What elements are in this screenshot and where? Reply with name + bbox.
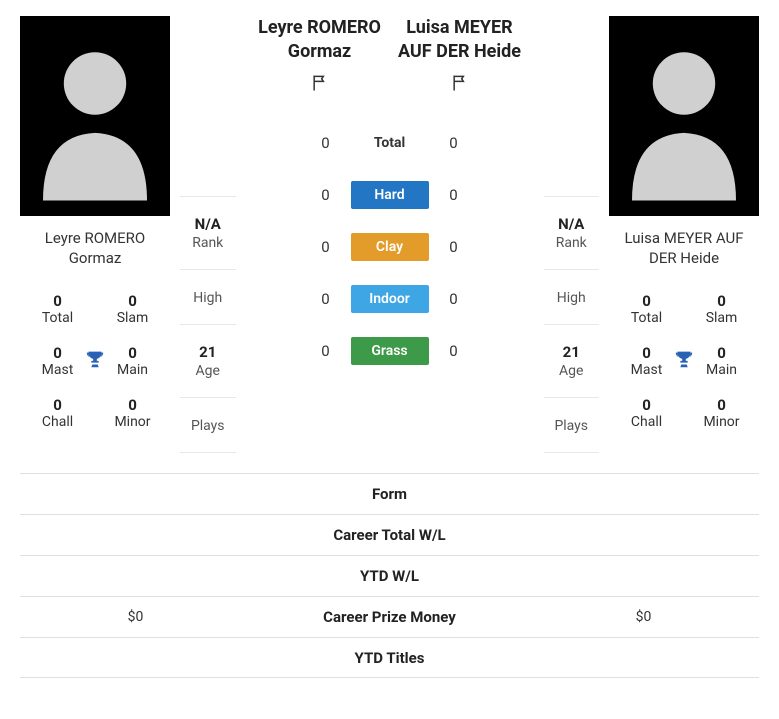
surface-score-right: 0	[447, 342, 461, 360]
surface-pill: Grass	[351, 337, 429, 365]
info-high: High	[544, 269, 600, 324]
comparison-row: $0Career Prize Money$0	[20, 596, 759, 637]
comparison-label: Career Total W/L	[251, 526, 528, 544]
surface-pill: Indoor	[351, 285, 429, 313]
comparison-right-value: $0	[528, 609, 759, 625]
comparison-row: Career Total W/L	[20, 514, 759, 555]
surface-score-right: 0	[447, 134, 461, 152]
info-high: High	[180, 269, 236, 324]
surface-score-right: 0	[447, 238, 461, 256]
comparison-row: Form	[20, 473, 759, 514]
info-age: 21 Age	[180, 324, 236, 397]
info-rank: N/A Rank	[544, 196, 600, 269]
flag-icon	[450, 73, 470, 97]
info-plays: Plays	[544, 397, 600, 453]
info-plays: Plays	[180, 397, 236, 453]
comparison-left-value: $0	[20, 609, 251, 625]
surface-pill: Total	[351, 129, 429, 157]
player1-card: Leyre ROMERO Gormaz 0 Total 0 Slam 0 Mas…	[20, 16, 170, 453]
stat-total: 0 Total	[609, 283, 684, 335]
flag-icon	[310, 73, 330, 97]
comparison-table: Form Career Total W/L YTD W/L $0Career Priz…	[20, 473, 759, 678]
info-age: 21 Age	[544, 324, 600, 397]
stat-minor: 0 Minor	[95, 387, 170, 439]
stat-slam: 0 Slam	[95, 283, 170, 335]
surface-row: 0 Clay 0	[319, 233, 461, 261]
surface-row: 0 Indoor 0	[319, 285, 461, 313]
player2-name-block: Luisa MEYER AUF DER Heide	[390, 16, 530, 97]
player1-name-block: Leyre ROMERO Gormaz	[250, 16, 390, 97]
player1-info: N/A Rank High 21 Age Plays	[180, 196, 236, 453]
surface-row: 0 Hard 0	[319, 181, 461, 209]
stat-chall: 0 Chall	[609, 387, 684, 439]
stat-main: 0 Main	[684, 335, 759, 387]
stat-chall: 0 Chall	[20, 387, 95, 439]
names-row: Leyre ROMERO Gormaz Luisa MEYER AUF DER …	[250, 16, 530, 97]
surface-score-left: 0	[319, 238, 333, 256]
surface-row: 0 Total 0	[319, 129, 461, 157]
surface-list: 0 Total 0 0 Hard 0 0 Clay 0 0 Indoor 0 0 Grass 0	[319, 129, 461, 365]
player2-photo	[609, 16, 759, 216]
player1-card-name: Leyre ROMERO Gormaz	[20, 216, 170, 283]
surface-score-right: 0	[447, 186, 461, 204]
trophy-icon	[673, 348, 695, 374]
player2-card: Luisa MEYER AUF DER Heide 0 Total 0 Slam…	[609, 16, 759, 453]
stat-total: 0 Total	[20, 283, 95, 335]
comparison-label: Career Prize Money	[251, 608, 528, 626]
stat-main: 0 Main	[95, 335, 170, 387]
surface-row: 0 Grass 0	[319, 337, 461, 365]
surface-score-left: 0	[319, 134, 333, 152]
stat-minor: 0 Minor	[684, 387, 759, 439]
silhouette-icon	[619, 31, 749, 201]
player2-stats: 0 Total 0 Slam 0 Mast 0 Main	[609, 283, 759, 439]
surface-pill: Clay	[351, 233, 429, 261]
stat-slam: 0 Slam	[684, 283, 759, 335]
surface-score-right: 0	[447, 290, 461, 308]
player1-photo	[20, 16, 170, 216]
player2-card-name: Luisa MEYER AUF DER Heide	[609, 216, 759, 283]
comparison-label: Form	[251, 485, 528, 503]
comparison-label: YTD Titles	[251, 649, 528, 667]
surface-pill: Hard	[351, 181, 429, 209]
player2-info: N/A Rank High 21 Age Plays	[544, 196, 600, 453]
info-rank: N/A Rank	[180, 196, 236, 269]
center-column: Leyre ROMERO Gormaz Luisa MEYER AUF DER …	[246, 16, 534, 453]
trophy-icon	[84, 348, 106, 374]
surface-score-left: 0	[319, 186, 333, 204]
surface-score-left: 0	[319, 342, 333, 360]
silhouette-icon	[30, 31, 160, 201]
player1-stats: 0 Total 0 Slam 0 Mast 0 Main	[20, 283, 170, 439]
comparison-row: YTD Titles	[20, 637, 759, 678]
comparison-label: YTD W/L	[251, 567, 528, 585]
surface-score-left: 0	[319, 290, 333, 308]
head-to-head-panel: Leyre ROMERO Gormaz 0 Total 0 Slam 0 Mas…	[20, 16, 759, 453]
comparison-row: YTD W/L	[20, 555, 759, 596]
